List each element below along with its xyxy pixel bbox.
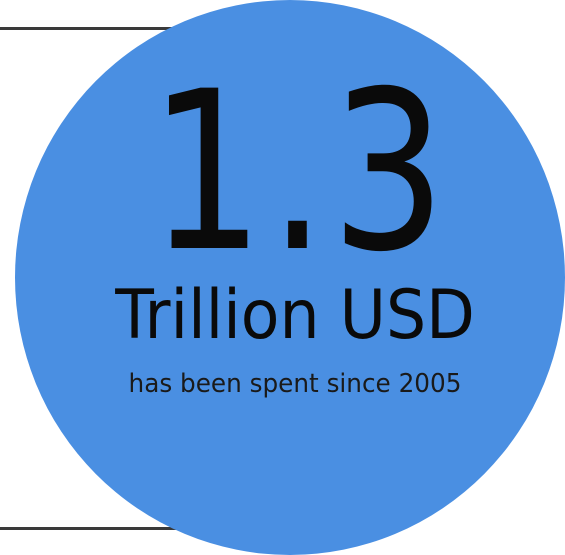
stat-caption: has been spent since 2005 xyxy=(128,369,462,399)
stat-value: 1.3 xyxy=(149,44,451,300)
stat-circle xyxy=(15,0,565,555)
top-divider-line xyxy=(0,27,200,30)
bottom-divider-line xyxy=(0,527,200,530)
stat-unit: Trillion USD xyxy=(115,276,475,355)
